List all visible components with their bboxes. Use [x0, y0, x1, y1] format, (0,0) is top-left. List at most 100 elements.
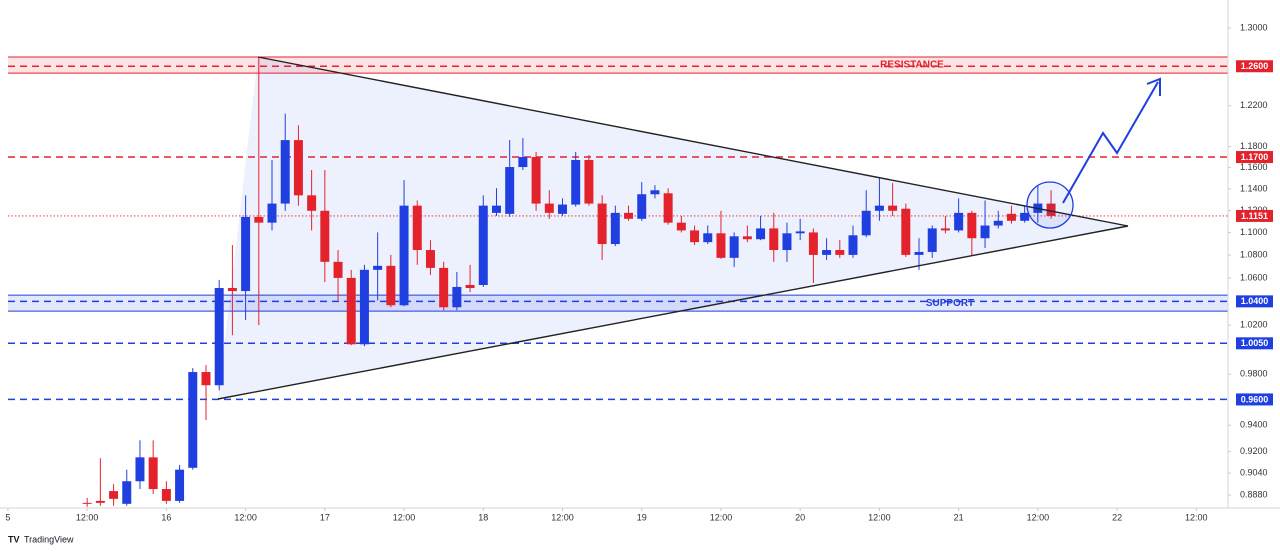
candle-body: [676, 222, 686, 231]
zone: [8, 57, 1228, 74]
projection-arrow: [1062, 81, 1159, 204]
candle-body: [571, 159, 581, 205]
candle-body: [491, 205, 501, 213]
candle-body: [1006, 213, 1016, 221]
candle-body: [954, 212, 964, 231]
level-badge: [1236, 337, 1273, 350]
candle-body: [122, 481, 132, 504]
x-tick-label: 21: [954, 512, 964, 522]
y-tick-label: 1.0800: [1240, 249, 1268, 259]
candle-body: [386, 265, 396, 306]
candle-body: [663, 193, 673, 223]
candle-body: [914, 251, 924, 255]
candle-body: [544, 203, 554, 213]
candle-body: [373, 265, 383, 270]
x-tick-label: 12:00: [868, 512, 891, 522]
candle-body: [175, 469, 185, 501]
candle-body: [293, 140, 303, 196]
candle-body: [901, 208, 911, 255]
candle-body: [835, 250, 845, 255]
level-label: 1.0050: [1241, 338, 1269, 348]
candle-body: [135, 457, 145, 482]
candles: [82, 57, 1056, 507]
level-label: 1.0400: [1241, 296, 1269, 306]
candle-body: [505, 167, 515, 214]
candle-body: [518, 157, 528, 168]
background: [218, 57, 1128, 399]
candle-body: [637, 194, 647, 219]
y-tick-label: 0.9800: [1240, 369, 1268, 379]
candle-body: [280, 140, 290, 204]
y-tick-label: 0.9200: [1240, 446, 1268, 456]
x-tick-label: 12:00: [1027, 512, 1050, 522]
candle-body: [95, 500, 105, 503]
x-tick-label: 20: [795, 512, 805, 522]
candle-body: [109, 491, 119, 499]
candle-body: [795, 231, 805, 234]
candle-body: [610, 212, 620, 245]
candle-body: [346, 277, 356, 345]
candle-body: [214, 288, 224, 386]
candle-body: [742, 236, 752, 240]
candle-body: [597, 203, 607, 245]
x-tick-label: 18: [478, 512, 488, 522]
x-tick-label: 12:00: [710, 512, 733, 522]
candle-body: [439, 267, 449, 308]
y-tick-label: 0.8880: [1240, 489, 1268, 499]
candle-body: [861, 210, 871, 236]
y-tick-label: 1.1600: [1240, 162, 1268, 172]
candle-body: [729, 236, 739, 258]
level-badge: [1236, 393, 1273, 406]
x-tick-label: 19: [637, 512, 647, 522]
candle-body: [927, 228, 937, 252]
candle-body: [848, 235, 858, 255]
x-tick-label: 17: [320, 512, 330, 522]
level-badge: [1236, 151, 1273, 164]
candle-body: [584, 159, 594, 204]
x-tick-label: 22: [1112, 512, 1122, 522]
candle-body: [399, 205, 409, 306]
candle-body: [874, 205, 884, 211]
level-label: 0.9600: [1241, 394, 1269, 404]
x-tick-label: 12:00: [551, 512, 574, 522]
level-badge: [1236, 60, 1273, 73]
drawings: [217, 56, 1161, 400]
candle-body: [1020, 212, 1030, 221]
x-tick-label: 16: [161, 512, 171, 522]
candle-body: [531, 157, 541, 204]
candle-body: [241, 216, 251, 292]
candle-body: [425, 250, 435, 268]
candle-body: [703, 233, 713, 243]
y-tick-label: 0.9040: [1240, 467, 1268, 477]
zone: [8, 295, 1228, 312]
candle-body: [412, 205, 422, 251]
y-tick-label: 1.1800: [1240, 141, 1268, 151]
candle-body: [690, 230, 700, 243]
candle-body: [650, 190, 660, 195]
upper-trendline: [257, 56, 1129, 227]
candle-body: [201, 372, 211, 386]
y-tick-label: 1.3000: [1240, 22, 1268, 32]
candle-body: [756, 228, 766, 240]
x-tick-label: 5: [5, 512, 10, 522]
arrow-head: [1146, 77, 1161, 96]
candle-body: [478, 205, 488, 285]
y-tick-label: 1.2200: [1240, 100, 1268, 110]
candle-body: [227, 288, 237, 292]
level-label: 1.1151: [1241, 211, 1268, 221]
y-tick-label: 0.9400: [1240, 420, 1268, 430]
candle-body: [333, 261, 343, 278]
watermark: TradingView: [24, 534, 74, 544]
candle-body: [465, 284, 475, 289]
x-tick-label: 12:00: [393, 512, 416, 522]
y-tick-label: 1.1000: [1240, 227, 1268, 237]
candle-body: [716, 233, 726, 258]
x-tick-label: 12:00: [1185, 512, 1208, 522]
candle-body: [558, 204, 567, 214]
triangle-shade: [218, 57, 1128, 399]
candle-body: [267, 203, 277, 223]
candle-body: [993, 220, 1003, 226]
candle-body: [808, 232, 818, 255]
y-tick-label: 1.1400: [1240, 183, 1268, 193]
